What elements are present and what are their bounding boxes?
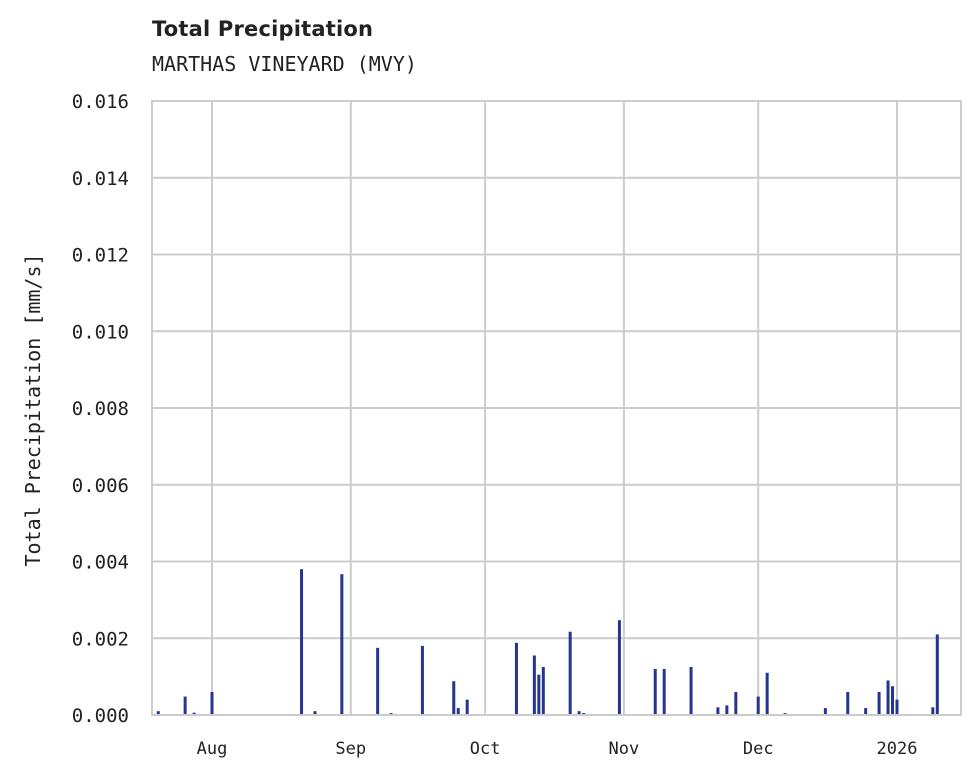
precip-bar [452, 681, 456, 715]
gridlines [152, 100, 961, 716]
y-tick-label: 0.000 [72, 705, 129, 727]
x-tick-label: Oct [470, 739, 501, 759]
precip-bar [765, 672, 769, 715]
x-tick-label: Dec [743, 739, 774, 759]
precip-bar [183, 696, 187, 715]
precip-bar [895, 699, 899, 715]
plot-frame [151, 100, 962, 716]
precip-bar [689, 667, 693, 715]
precip-bar [568, 631, 572, 715]
chart-subtitle: MARTHAS VINEYARD (MVY) [152, 52, 417, 76]
precip-bar [891, 686, 895, 715]
precip-bar [877, 691, 881, 715]
precip-bar [465, 699, 469, 715]
x-tick-label: 2026 [877, 739, 918, 759]
precip-bar [935, 634, 939, 715]
precip-bar [210, 691, 214, 715]
y-tick-label: 0.016 [72, 91, 129, 113]
precip-bar [716, 707, 720, 715]
precip-bar [725, 705, 729, 715]
precipitation-bars [156, 569, 939, 715]
x-tick-label: Aug [197, 739, 228, 759]
precip-bar [734, 691, 738, 715]
y-tick-label: 0.010 [72, 321, 129, 343]
precip-bar [756, 696, 760, 715]
precip-bar [456, 708, 460, 715]
precip-bar [864, 708, 868, 715]
precip-bar [192, 712, 196, 715]
precip-bar [532, 655, 536, 715]
y-tick-label: 0.002 [72, 628, 129, 650]
precip-bar [931, 707, 935, 715]
precip-bar [420, 645, 424, 715]
y-tick-label: 0.006 [72, 475, 129, 497]
y-tick-label: 0.004 [72, 552, 129, 574]
precip-bar [617, 620, 621, 715]
precip-bar [577, 711, 581, 715]
y-axis-ticks: 0.000 0.002 0.004 0.006 0.008 0.010 0.012 0.014… [72, 91, 129, 727]
precip-bar [514, 642, 518, 715]
precip-bar [376, 647, 380, 715]
y-axis-label: Total Precipitation [mm/s] [21, 253, 45, 566]
precip-bar [823, 708, 827, 715]
x-tick-label: Nov [609, 739, 640, 759]
precip-bar [156, 711, 160, 715]
x-tick-label: Sep [335, 739, 366, 759]
precip-bar [662, 668, 666, 715]
precip-bar [653, 668, 657, 715]
precip-bar [886, 680, 890, 715]
precip-bar [537, 674, 541, 715]
precip-bar [300, 569, 304, 715]
precip-bar [340, 574, 344, 715]
x-axis-ticks: Aug Sep Oct Nov Dec 2026 [197, 739, 918, 759]
precip-bar [846, 691, 850, 715]
y-tick-label: 0.014 [72, 168, 129, 190]
y-tick-label: 0.012 [72, 245, 129, 267]
precip-bar [313, 711, 317, 715]
precip-bar [541, 667, 545, 715]
chart-title: Total Precipitation [152, 17, 374, 41]
y-tick-label: 0.008 [72, 398, 129, 420]
